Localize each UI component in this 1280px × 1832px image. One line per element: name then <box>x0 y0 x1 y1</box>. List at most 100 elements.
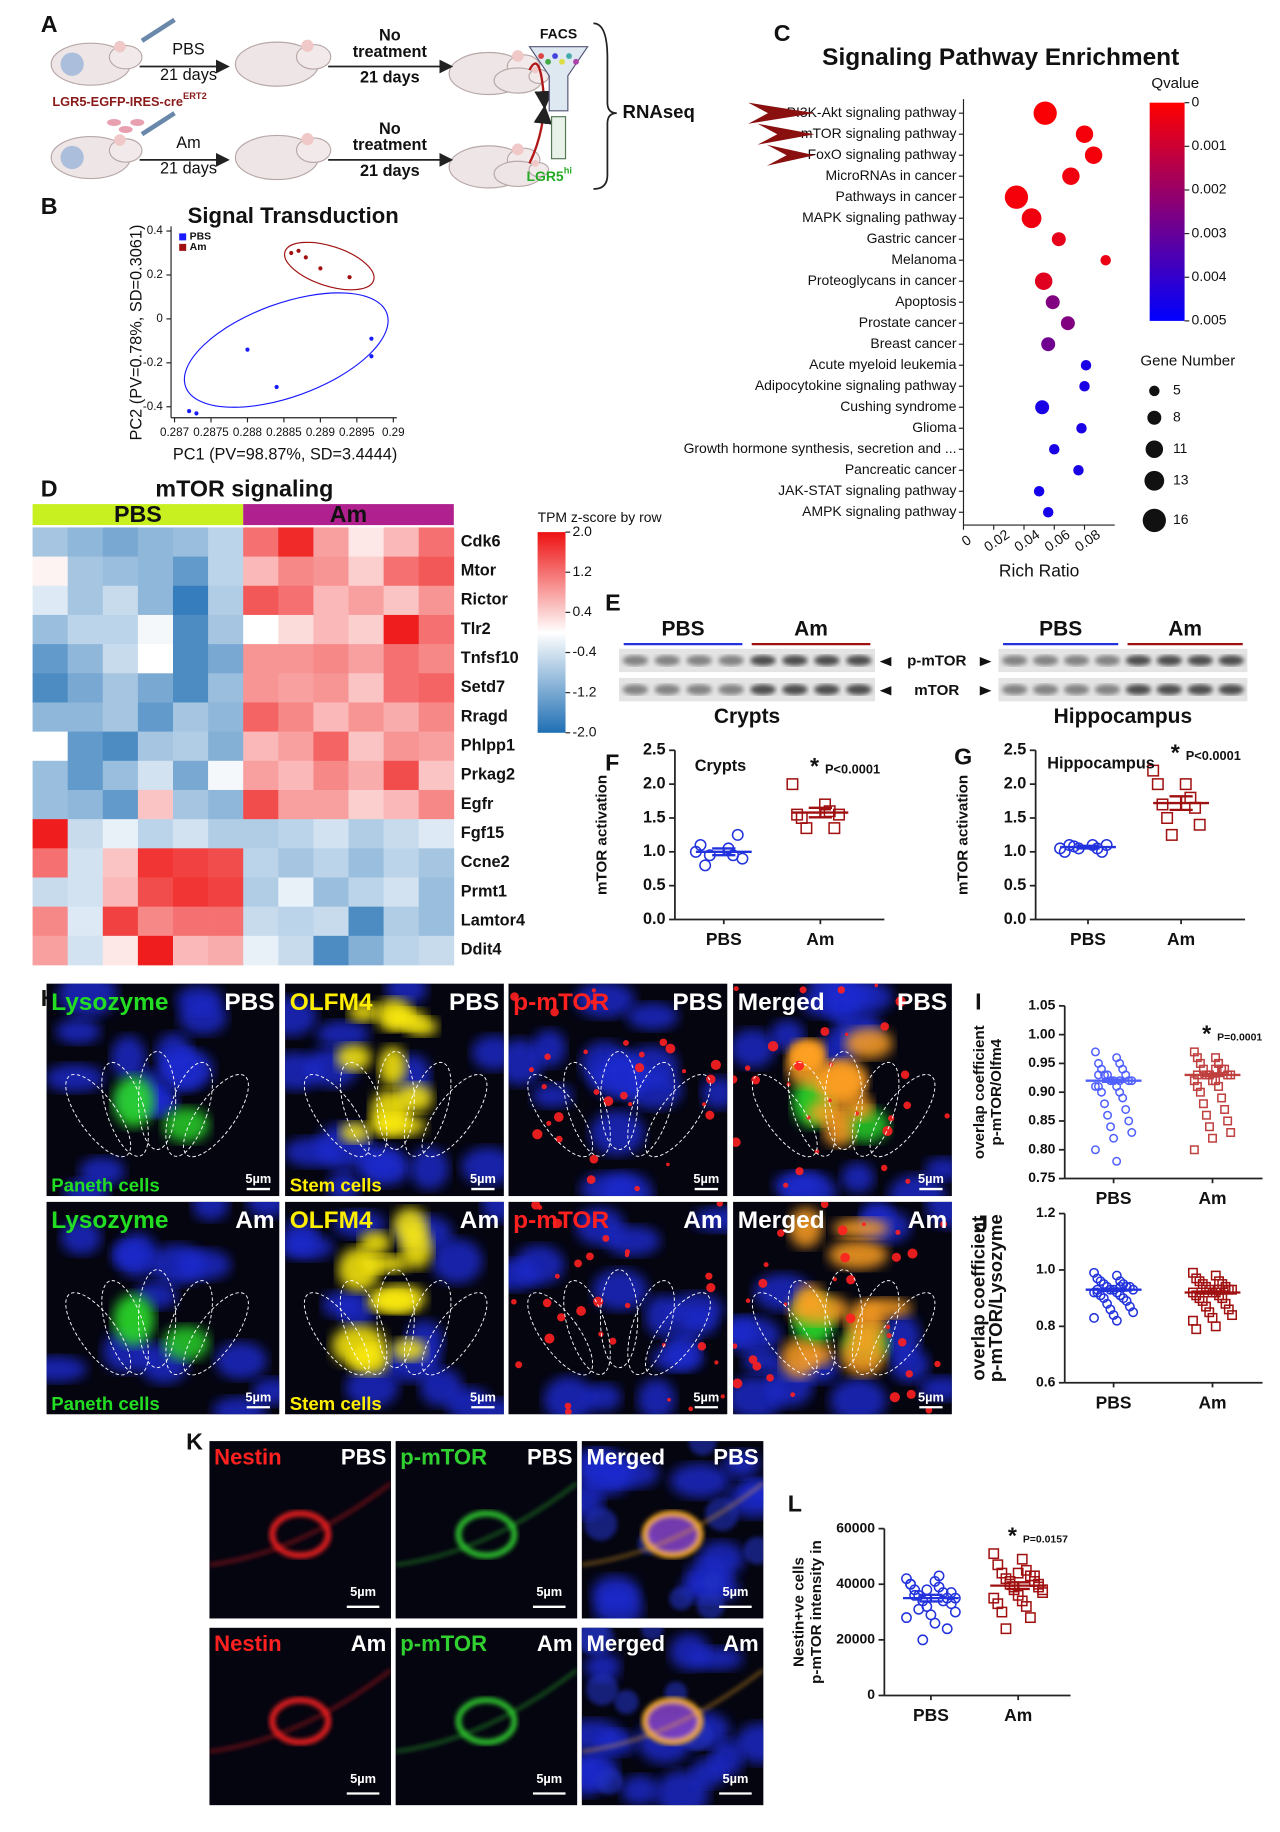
p-mtor-dot <box>905 1178 911 1184</box>
label: 5µm <box>470 1171 496 1186</box>
label: treatment <box>353 43 428 61</box>
label: PBS <box>449 989 499 1016</box>
micrograph-content <box>733 1201 952 1415</box>
heat-cell <box>243 644 279 674</box>
colorbar-tick-label: 0.005 <box>1192 312 1227 328</box>
row-label: Tnfsf10 <box>461 649 519 667</box>
heat-cell <box>278 527 314 557</box>
heat-cell <box>102 789 139 820</box>
p-mtor-dot <box>589 1154 599 1164</box>
label: 5µm <box>245 1171 271 1186</box>
y-tick-label: 0.8 <box>1036 1317 1056 1333</box>
y-axis-label: p-mTOR/Lysozyme <box>985 1214 1006 1382</box>
point <box>1223 1304 1234 1315</box>
point <box>828 822 841 835</box>
y-tick-label: Breast cancer <box>870 335 956 351</box>
p-mtor-dot <box>906 1389 916 1399</box>
blot-band <box>1125 655 1152 666</box>
heat-cell <box>278 789 314 820</box>
y-tick-label: 1.5 <box>1004 808 1027 826</box>
p-mtor-dot <box>634 1185 640 1192</box>
y-axis-label: mTOR activation <box>594 775 611 895</box>
panel-label: C <box>774 20 791 46</box>
blot-band <box>1218 655 1244 666</box>
y-tick-label: 1.05 <box>1028 997 1055 1013</box>
p-mtor-dot <box>624 1252 630 1258</box>
cell-dot <box>559 58 565 65</box>
p-mtor-dot <box>697 1341 707 1351</box>
label: mTOR <box>914 682 959 699</box>
heat-cell <box>348 731 384 762</box>
p-mtor-dot <box>886 1333 892 1339</box>
nucleus <box>669 1463 730 1498</box>
row-label: Ccne2 <box>461 853 510 871</box>
p-mtor-dot <box>846 1275 856 1285</box>
chart-title: Signal Transduction <box>188 203 399 228</box>
blot <box>619 677 876 702</box>
cell-outline <box>303 1292 370 1376</box>
heat-cell <box>67 906 104 937</box>
p-mtor-dot <box>758 1278 768 1288</box>
cell-outline <box>403 1061 452 1157</box>
y-tick-label: 0 <box>156 312 163 325</box>
point <box>1227 1284 1238 1295</box>
bubble <box>1049 443 1060 455</box>
p-mtor-dot <box>546 1120 552 1126</box>
heat-cell <box>208 906 244 937</box>
heat-cell <box>172 848 209 878</box>
cell-ring <box>455 1510 518 1559</box>
point <box>901 1612 912 1624</box>
y-tick-label: PI3K-Akt signaling pathway <box>787 104 957 120</box>
label: Merged <box>738 989 825 1016</box>
heat-cell <box>172 935 209 966</box>
cell-outline <box>645 1292 711 1376</box>
nucleus <box>604 1225 661 1256</box>
heat-cell <box>243 819 279 849</box>
heat-cell <box>418 673 455 703</box>
row-label: Lamtor4 <box>461 912 525 930</box>
cell-outline <box>183 1292 249 1376</box>
olfm4 <box>846 1302 886 1346</box>
heat-cell <box>172 760 209 791</box>
nucleus <box>461 1147 504 1186</box>
nucleus <box>513 1245 565 1285</box>
heat-cell <box>137 556 174 587</box>
blot-band <box>1187 655 1214 666</box>
heat-cell <box>137 906 174 937</box>
blot-band <box>686 655 712 666</box>
point <box>274 384 279 390</box>
micrograph-content <box>508 1201 728 1415</box>
mouse-head <box>295 137 332 164</box>
blot <box>619 648 876 673</box>
heat-cell <box>137 731 174 762</box>
chart-title: mTOR signaling <box>155 475 333 501</box>
p-mtor-dot <box>590 999 595 1005</box>
colorbar-tick-label: 0.003 <box>1192 224 1227 240</box>
nucleus <box>773 1171 824 1197</box>
cell-outline <box>403 1280 452 1376</box>
blot-band <box>782 655 808 666</box>
point <box>988 1548 1000 1560</box>
heat-cell <box>243 702 279 732</box>
colorbar <box>1149 102 1185 321</box>
bubble <box>1084 146 1103 164</box>
p-mtor-dot <box>705 1110 715 1120</box>
label: p-mTOR <box>400 1444 487 1469</box>
blot <box>998 648 1248 673</box>
row-label: Ddit4 <box>461 941 502 959</box>
p-mtor-dot <box>542 1298 552 1308</box>
heat-cell <box>348 848 384 878</box>
x-tick-label: PBS <box>706 929 742 949</box>
y-tick-label: 0.80 <box>1028 1140 1055 1156</box>
cell-outline <box>339 1061 388 1157</box>
label: PBS <box>224 989 274 1016</box>
cell-ring <box>269 1697 332 1746</box>
heat-cell <box>348 877 384 908</box>
label: PBS <box>897 989 947 1016</box>
nucleus <box>842 983 893 1014</box>
x-tick-label: 0.287 <box>160 426 189 439</box>
olfm4 <box>832 1218 890 1239</box>
micrograph-content <box>285 1201 504 1415</box>
bubble <box>1035 400 1050 415</box>
label: RNAseq <box>623 101 695 122</box>
